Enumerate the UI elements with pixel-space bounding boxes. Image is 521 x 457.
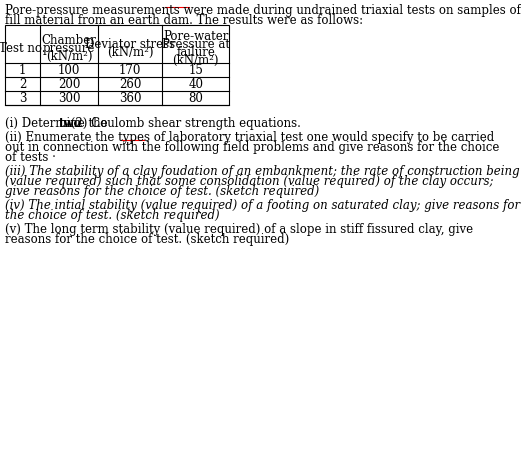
Text: give reasons for the choice of test. (sketch required): give reasons for the choice of test. (sk… bbox=[5, 185, 319, 198]
Text: 100: 100 bbox=[58, 64, 80, 76]
Text: Pore-pressure measurements were made during undrained triaxial tests on samples : Pore-pressure measurements were made dur… bbox=[5, 4, 521, 17]
Text: Pressure at: Pressure at bbox=[162, 38, 230, 51]
Text: (iii) The stability of a clay foudation of an embankment; the rate of constructi: (iii) The stability of a clay foudation … bbox=[5, 165, 520, 178]
Text: fill material from an earth dam. The results were as follows:: fill material from an earth dam. The res… bbox=[5, 14, 363, 27]
Text: (2) Coulomb shear strength equations.: (2) Coulomb shear strength equations. bbox=[67, 117, 301, 130]
Text: (i) Determine the: (i) Determine the bbox=[5, 117, 111, 130]
Text: (ii) Enumerate the types of laboratory triaxial test one would specify to be car: (ii) Enumerate the types of laboratory t… bbox=[5, 131, 494, 144]
Text: of tests ·: of tests · bbox=[5, 151, 56, 164]
Text: out in connection with the following field problems and give reasons for the cho: out in connection with the following fie… bbox=[5, 141, 500, 154]
Text: 260: 260 bbox=[119, 78, 141, 90]
Text: 170: 170 bbox=[119, 64, 141, 76]
Text: Deviator stress: Deviator stress bbox=[85, 38, 175, 51]
Text: 15: 15 bbox=[188, 64, 203, 76]
Text: Chamber: Chamber bbox=[42, 34, 96, 47]
Text: 1: 1 bbox=[19, 64, 27, 76]
Text: failure: failure bbox=[176, 46, 215, 59]
Text: Test no.: Test no. bbox=[0, 42, 46, 55]
Text: 40: 40 bbox=[188, 78, 203, 90]
Text: (kN/m²): (kN/m²) bbox=[172, 54, 219, 67]
Text: Pore-water: Pore-water bbox=[163, 30, 228, 43]
Text: 2: 2 bbox=[19, 78, 27, 90]
Text: 200: 200 bbox=[58, 78, 80, 90]
Bar bbox=[5, 25, 229, 105]
Text: 360: 360 bbox=[119, 91, 141, 105]
Text: (v) The long term stability (value required) of a slope in stiff fissured clay, : (v) The long term stability (value requi… bbox=[5, 223, 473, 236]
Text: 300: 300 bbox=[58, 91, 80, 105]
Text: the choice of test. (sketch required): the choice of test. (sketch required) bbox=[5, 209, 220, 222]
Text: reasons for the choice of test. (sketch required): reasons for the choice of test. (sketch … bbox=[5, 233, 289, 246]
Text: (kN/m²): (kN/m²) bbox=[107, 46, 153, 59]
Text: 3: 3 bbox=[19, 91, 27, 105]
Text: (kN/m²): (kN/m²) bbox=[46, 50, 92, 63]
Text: two: two bbox=[58, 117, 82, 130]
Text: (value required) such that some consolidation (value required) of the clay occur: (value required) such that some consolid… bbox=[5, 175, 493, 188]
Text: 80: 80 bbox=[188, 91, 203, 105]
Text: (iv) The intial stability (value required) of a footing on saturated clay; give : (iv) The intial stability (value require… bbox=[5, 199, 520, 212]
Text: pressure: pressure bbox=[43, 42, 95, 55]
